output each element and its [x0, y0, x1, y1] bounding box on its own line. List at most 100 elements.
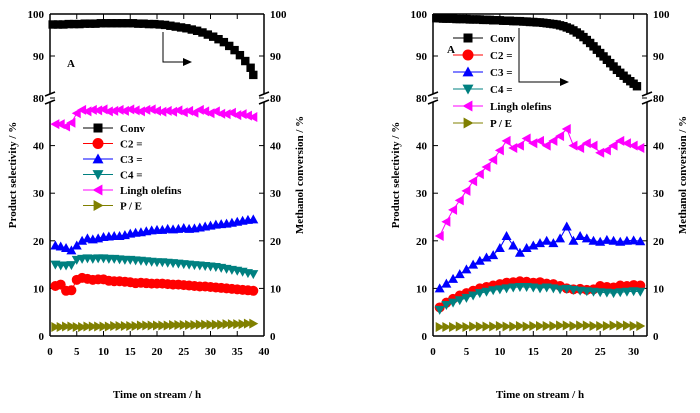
series-point [51, 321, 61, 332]
series-point [448, 204, 458, 215]
series-point [548, 135, 558, 146]
y-right-tick-label: 40 [653, 141, 665, 153]
legend-label: Conv [490, 33, 516, 45]
series-point [549, 321, 559, 332]
series-point [629, 321, 639, 332]
series-point [635, 287, 646, 297]
series-conv-point [59, 20, 68, 29]
series-point [61, 121, 71, 132]
series-point [588, 287, 599, 297]
series-point [110, 321, 120, 332]
series-point [227, 319, 237, 330]
series-conv-point [48, 20, 57, 29]
series-point [555, 131, 565, 142]
x-axis-title: Time on stream / h [496, 389, 584, 401]
series-conv-point [632, 82, 642, 91]
series-point [83, 321, 93, 332]
series-point [66, 245, 77, 255]
right-axis-arrow [518, 28, 565, 83]
series-point [608, 235, 619, 245]
series-conv-point [75, 19, 84, 29]
series-conv-line [52, 22, 254, 76]
series-point [99, 321, 109, 332]
series-point [595, 288, 606, 298]
legend-label: C2 = [120, 139, 142, 151]
y-left-tick-label: 30 [416, 188, 428, 200]
series-point [94, 321, 104, 332]
series-conv-point [225, 41, 234, 51]
y-right-tick-label: 100 [653, 9, 670, 21]
series-conv-point [53, 20, 63, 29]
series-point [201, 319, 211, 330]
y-left-tick-label: 20 [416, 236, 428, 248]
y-right-tick-label: 10 [270, 283, 282, 295]
series-point [509, 321, 519, 332]
series-point [211, 319, 221, 330]
series-point [575, 142, 585, 153]
series-point [141, 104, 151, 115]
series-point [233, 319, 243, 330]
panel-label: A [67, 58, 75, 70]
series-point [514, 140, 524, 151]
series-point [448, 298, 459, 308]
x-tick-label: 10 [98, 346, 110, 358]
series-conv-point [176, 23, 186, 32]
series-point [529, 321, 539, 332]
series-point [514, 282, 525, 292]
series-point [248, 214, 259, 224]
series-point [232, 110, 242, 121]
series-point [217, 319, 227, 330]
y-right-tick-label: 20 [653, 236, 665, 248]
series-point [596, 321, 606, 332]
series-point [222, 319, 232, 330]
series-conv-point [203, 30, 213, 39]
series-conv-point [128, 19, 138, 28]
series-point [568, 235, 579, 245]
series-point [448, 273, 459, 283]
series-point [541, 235, 552, 245]
series-point [66, 285, 77, 296]
y-left-tick-label: 100 [411, 9, 428, 21]
series-conv-point [134, 19, 143, 28]
series-point [441, 216, 451, 227]
series-point [501, 231, 512, 241]
series-point [242, 110, 252, 121]
legend-marker [463, 33, 473, 43]
series-point [481, 252, 492, 262]
series-point [622, 320, 632, 331]
x-tick-label: 35 [232, 346, 244, 358]
y-left-tick-label: 0 [422, 331, 428, 343]
series-point [206, 319, 216, 330]
series-point [568, 140, 578, 151]
series-point [93, 105, 103, 116]
series-conv-point [80, 19, 89, 28]
series-point [508, 142, 518, 153]
y-axis-left-title: Product selectivity / % [7, 122, 19, 228]
series-point [162, 105, 172, 116]
y-left-tick-label: 0 [39, 331, 45, 343]
series-point [169, 320, 179, 331]
series-conv [48, 19, 258, 80]
series-point [528, 138, 538, 149]
series-point [475, 321, 485, 332]
series-point [147, 320, 157, 331]
legend-label: Conv [120, 123, 146, 135]
series-point [561, 123, 571, 134]
series-point [542, 321, 552, 332]
series-conv-point [144, 19, 154, 29]
y-left-tick-label: 80 [416, 93, 428, 105]
legend-marker [93, 200, 104, 211]
right-axis-arrow [162, 32, 188, 63]
series-point [88, 321, 98, 332]
series-conv-point [208, 32, 218, 41]
y-right-tick-label: 0 [270, 331, 276, 343]
series-point [243, 318, 253, 329]
series-point [126, 321, 136, 332]
series-conv-point [187, 25, 196, 34]
series-point [56, 321, 66, 332]
axis-break-mark [258, 91, 270, 97]
series-point [588, 235, 599, 245]
series-point [174, 320, 184, 331]
legend-marker [463, 117, 474, 129]
